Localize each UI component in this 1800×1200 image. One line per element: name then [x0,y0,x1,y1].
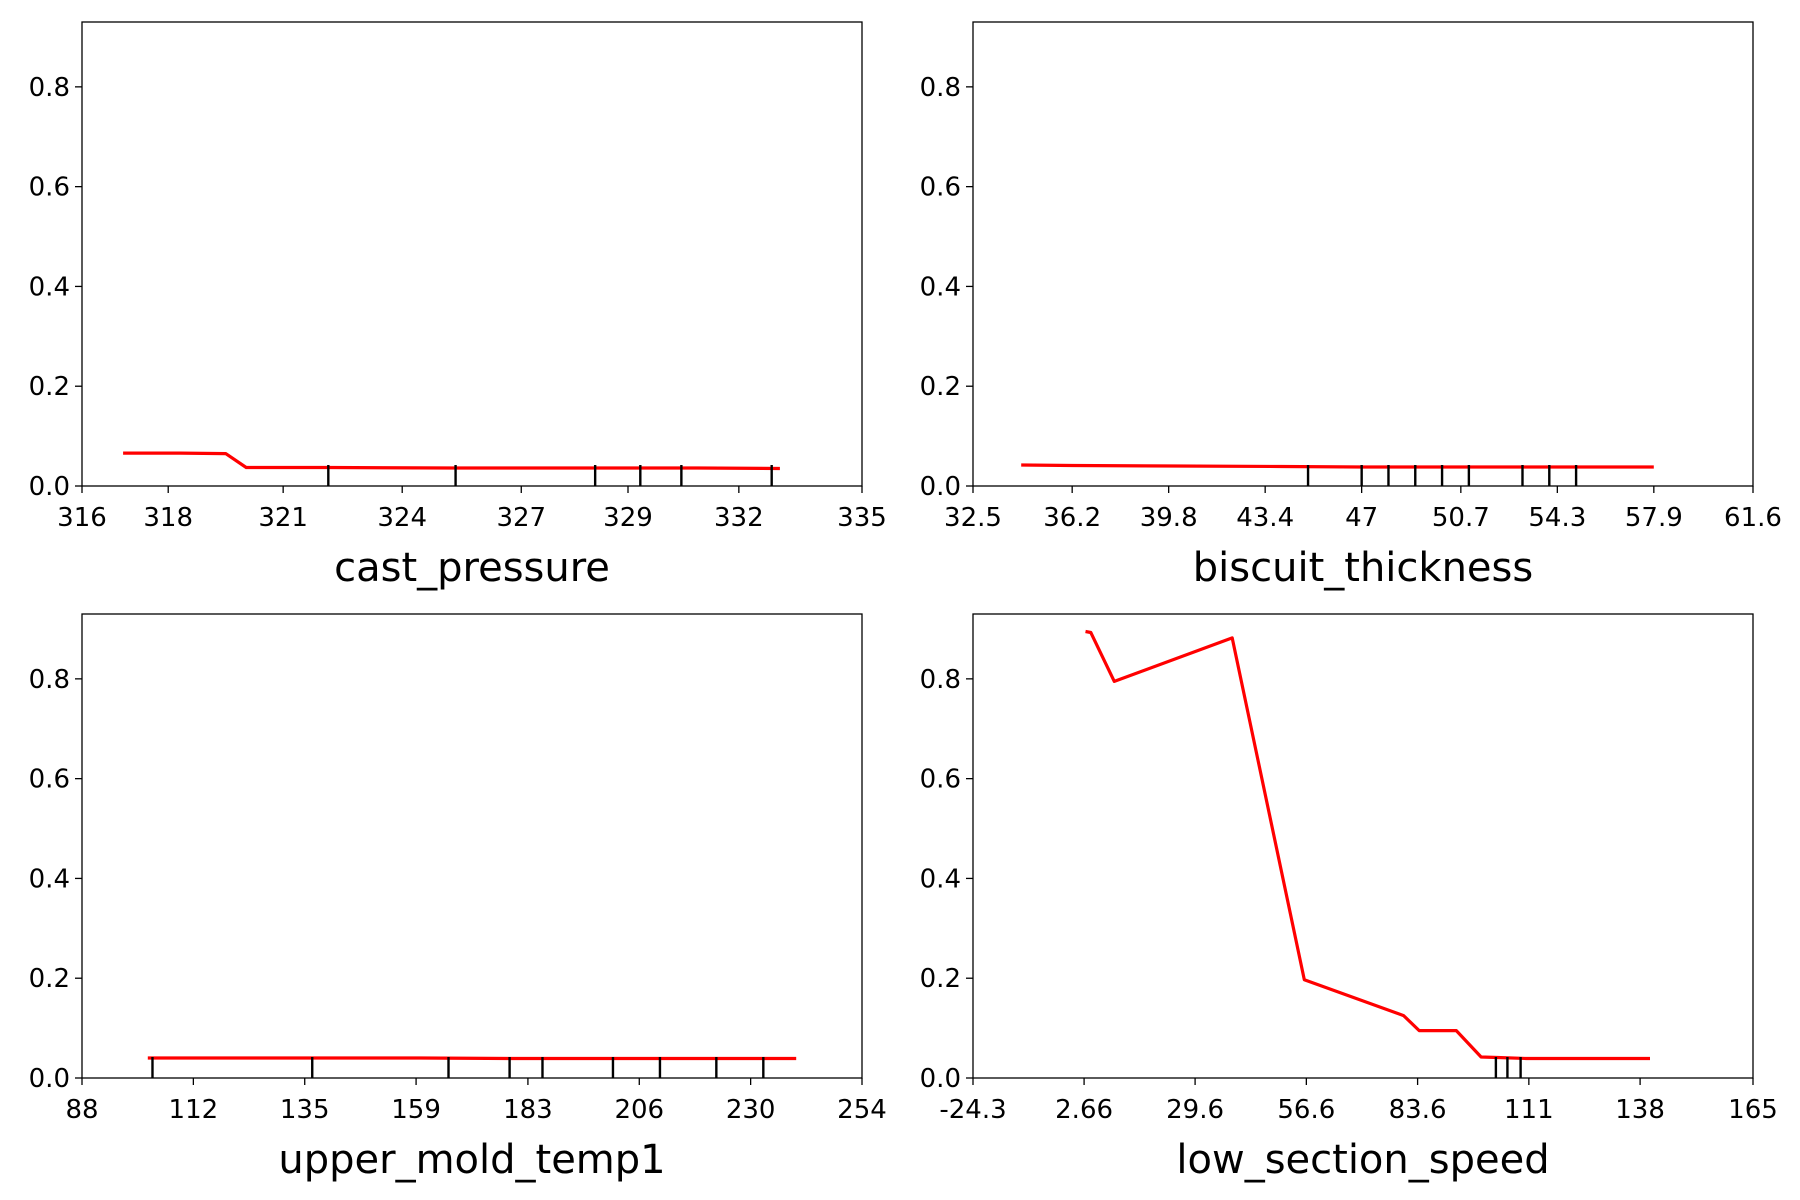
x-tick-label: 318 [143,503,193,533]
x-axis-title: upper_mold_temp1 [278,1137,665,1183]
series-line [1021,463,1654,469]
x-tick-label: 135 [280,1095,330,1125]
subplot-2: 0.0 0.2 0.4 0.6 0.8 32.5 36.2 39.8 43.4 47 50.7 54.… [920,21,1782,591]
x-tick-label: 230 [726,1095,776,1125]
y-tick-label: 0.4 [920,272,961,302]
x-tick-label: 56.6 [1277,1095,1335,1125]
x-tick-label: 88 [65,1095,98,1125]
y-tick-label: 0.8 [29,665,70,695]
axes-frame [81,21,863,487]
series-line [147,1056,797,1061]
x-tick-label: 183 [503,1095,553,1125]
x-tick-label: 112 [169,1095,219,1125]
y-tick-label: 0.4 [920,864,961,894]
x-tick-label: 327 [496,503,546,533]
x-tick-label: 83.6 [1389,1095,1447,1125]
x-tick-label: 57.9 [1625,503,1683,533]
y-tick-label: 0.0 [920,1064,961,1094]
x-tick-label: 206 [614,1095,664,1125]
y-tick-label: 0.0 [29,472,70,502]
y-tick-label: 0.2 [29,372,70,402]
y-tick-label: 0.0 [29,1064,70,1094]
y-tick-label: 0.4 [29,864,70,894]
x-tick-label: 159 [391,1095,441,1125]
x-tick-label: 2.66 [1055,1095,1113,1125]
x-axis-title: cast_pressure [334,545,610,591]
y-tick-label: 0.8 [920,665,961,695]
x-tick-label: 138 [1615,1095,1665,1125]
x-tick-label: 321 [258,503,308,533]
axes-frame [81,613,863,1079]
x-tick-label: -24.3 [939,1095,1006,1125]
axes-frame [972,21,1754,487]
y-tick-label: 0.6 [29,765,70,795]
x-tick-label: 54.3 [1528,503,1586,533]
x-tick-label: 165 [1728,1095,1778,1125]
x-axis-title: low_section_speed [1176,1137,1549,1183]
y-tick-label: 0.2 [920,372,961,402]
x-tick-label: 29.6 [1166,1095,1224,1125]
x-tick-label: 316 [57,503,107,533]
y-tick-label: 0.2 [29,964,70,994]
x-tick-label: 47 [1345,503,1378,533]
y-tick-label: 0.6 [29,173,70,203]
y-tick-label: 0.6 [920,765,961,795]
y-tick-label: 0.8 [920,73,961,103]
x-tick-label: 335 [837,503,887,533]
x-tick-label: 329 [603,503,653,533]
x-tick-label: 50.7 [1432,503,1490,533]
y-tick-label: 0.0 [920,472,961,502]
subplot-4: 0.0 0.2 0.4 0.6 0.8 -24.3 2.66 29.6 56.6 83.6 111 1… [920,613,1778,1183]
x-tick-label: 39.8 [1140,503,1198,533]
y-tick-label: 0.8 [29,73,70,103]
x-axis-title: biscuit_thickness [1193,545,1533,591]
x-tick-label: 61.6 [1724,503,1782,533]
y-tick-label: 0.6 [920,173,961,203]
x-tick-label: 332 [714,503,764,533]
y-tick-label: 0.2 [920,964,961,994]
x-tick-label: 32.5 [944,503,1002,533]
x-tick-label: 43.4 [1236,503,1294,533]
y-tick-label: 0.4 [29,272,70,302]
x-tick-label: 111 [1504,1095,1554,1125]
x-tick-label: 36.2 [1043,503,1101,533]
axes-frame [972,613,1754,1079]
series-line [1085,629,1650,1061]
subplot-1: 0.0 0.2 0.4 0.6 0.8 316 318 321 324 327 329 332 335 c… [29,21,887,591]
subplot-3: 0.0 0.2 0.4 0.6 0.8 88 112 135 159 183 206 230 254 up… [29,613,887,1183]
x-tick-label: 254 [837,1095,887,1125]
x-tick-label: 324 [377,503,427,533]
